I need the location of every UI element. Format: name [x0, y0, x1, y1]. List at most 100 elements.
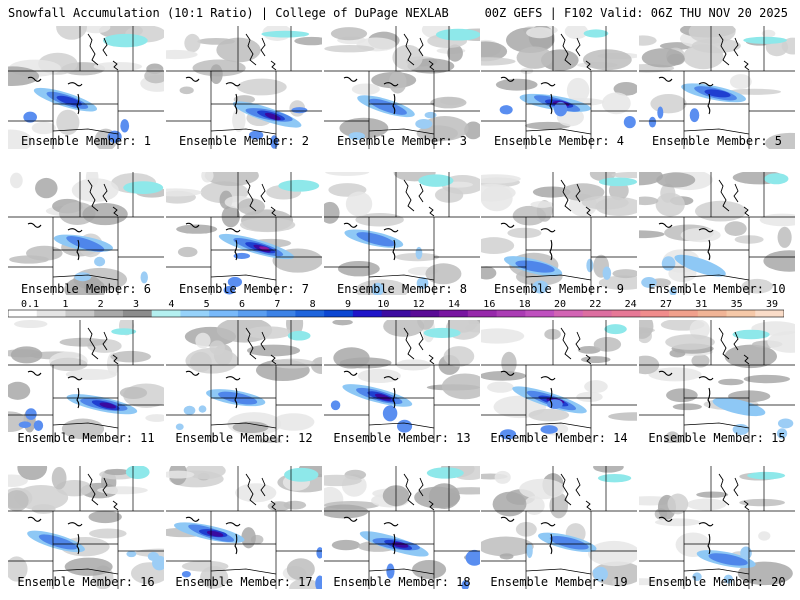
state-boundaries — [324, 26, 480, 149]
light-snow-area — [593, 466, 624, 473]
light-snow-area — [392, 44, 423, 71]
light-snow-area — [59, 337, 107, 347]
light-snow-area — [232, 108, 246, 132]
colorbar-swatch — [467, 310, 498, 317]
light-snow-area — [639, 35, 657, 46]
ensemble-member-label: Ensemble Member: 14 — [490, 431, 628, 445]
snow-spot — [33, 420, 44, 431]
state-boundaries — [8, 466, 164, 589]
light-snow-area — [669, 349, 686, 358]
ensemble-member-label: Ensemble Member: 13 — [333, 431, 471, 445]
light-snow-area — [417, 320, 434, 330]
colorbar-swatch — [180, 310, 210, 317]
ensemble-member-label: Ensemble Member: 15 — [648, 431, 786, 445]
light-snow-area — [680, 227, 721, 243]
colorbar-swatch — [295, 310, 325, 317]
colorbar-swatch — [324, 310, 354, 317]
snowfall-map — [324, 320, 480, 443]
light-snow-area — [611, 172, 637, 179]
snow-spot — [415, 246, 423, 260]
state-boundaries — [8, 320, 164, 443]
colorbar-tick-label: 6 — [239, 299, 245, 310]
lake-effect-band — [743, 36, 787, 44]
colorbar-tick-label: 35 — [731, 299, 743, 310]
light-snow-area — [17, 466, 48, 481]
light-snow-area — [519, 478, 565, 500]
snow-spot — [181, 570, 191, 578]
light-snow-area — [97, 486, 148, 495]
light-snow-area — [64, 557, 113, 576]
light-snow-area — [237, 78, 287, 96]
lake-effect-band — [598, 177, 637, 187]
snowfall-band — [66, 235, 105, 252]
colorbar-tick-label: 18 — [519, 299, 531, 310]
light-snow-area — [49, 357, 88, 372]
light-snow-area — [507, 227, 542, 239]
light-snow-area — [93, 61, 143, 72]
colorbar-tick-label: 9 — [345, 299, 351, 310]
light-snow-area — [430, 96, 467, 109]
light-snow-area — [267, 501, 291, 512]
light-snow-area — [441, 373, 480, 400]
ensemble-member-label: Ensemble Member: 9 — [493, 282, 625, 296]
snow-spot — [540, 425, 558, 434]
light-snow-area — [724, 344, 778, 369]
light-snow-area — [608, 412, 637, 421]
light-snow-area — [650, 93, 687, 114]
light-snow-area — [82, 203, 128, 226]
snowfall-band — [704, 89, 731, 98]
lake-effect-band — [278, 179, 320, 192]
snow-spot — [416, 277, 429, 289]
chart-title: Snowfall Accumulation (10:1 Ratio) | Col… — [8, 6, 449, 20]
light-snow-area — [241, 527, 256, 549]
snowfall-map — [639, 172, 795, 295]
ensemble-map-panel — [639, 172, 795, 295]
colorbar-tick-label: 20 — [554, 299, 566, 310]
ensemble-member-label: Ensemble Member: 11 — [17, 431, 155, 445]
lake-effect-band — [604, 324, 627, 335]
ensemble-map-panel — [324, 172, 480, 295]
snow-spot — [553, 101, 568, 117]
state-boundaries — [639, 320, 795, 443]
lake-effect-band — [287, 330, 311, 341]
light-snow-area — [245, 326, 292, 339]
light-snow-area — [743, 374, 791, 384]
light-snow-area — [209, 64, 223, 85]
colorbar-swatch — [36, 310, 66, 317]
light-snow-area — [481, 41, 508, 62]
colorbar-tick-label: 27 — [660, 299, 672, 310]
light-snow-area — [526, 27, 554, 39]
ensemble-map-panel — [481, 320, 637, 443]
snowfall-band — [99, 402, 117, 409]
light-snow-area — [581, 195, 629, 210]
state-boundaries — [166, 172, 322, 295]
state-boundaries — [324, 172, 480, 295]
light-snow-area — [665, 334, 715, 350]
light-snow-area — [718, 378, 744, 386]
light-snow-area — [89, 528, 127, 539]
state-boundaries — [8, 26, 164, 149]
snowfall-band — [56, 95, 82, 106]
state-boundaries — [481, 320, 637, 443]
light-snow-area — [587, 540, 637, 567]
snow-spot — [316, 547, 322, 559]
ensemble-map-panel — [324, 320, 480, 443]
light-snow-area — [185, 466, 226, 480]
light-snow-area — [639, 578, 671, 586]
light-snow-area — [177, 246, 198, 258]
light-snow-area — [64, 276, 106, 295]
light-snow-area — [286, 558, 315, 581]
snow-spot — [777, 418, 794, 429]
snow-spot — [669, 287, 677, 295]
snow-spot — [723, 574, 733, 584]
snow-spot — [330, 400, 341, 411]
snowfall-map — [639, 26, 795, 149]
snowfall-map — [324, 172, 480, 295]
light-snow-area — [501, 351, 517, 375]
light-snow-area — [481, 174, 521, 184]
light-snow-area — [639, 230, 665, 239]
snow-spot — [18, 421, 32, 429]
snowfall-map — [166, 26, 322, 149]
lake-effect-band — [764, 173, 789, 185]
light-snow-area — [481, 371, 527, 381]
